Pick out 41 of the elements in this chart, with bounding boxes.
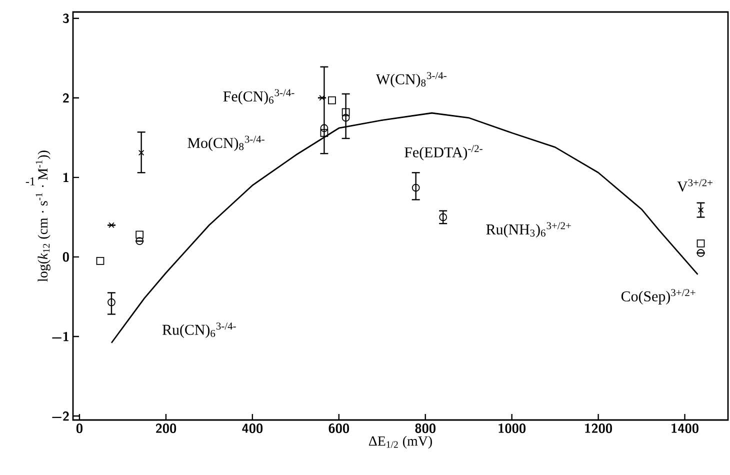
x-tick-label: 600: [328, 424, 349, 434]
x-tick-label: 200: [156, 424, 176, 434]
point: [328, 96, 336, 104]
y-tick-label: −1: [52, 332, 68, 342]
point: [698, 207, 704, 213]
point: [342, 108, 350, 116]
y-tick-label: 3: [62, 14, 69, 24]
x-tick-label: 1000: [498, 424, 526, 434]
annotation: V$^{3+/2+}$: [677, 179, 712, 192]
point: [412, 184, 420, 192]
y-tick-label: −2: [52, 411, 69, 421]
x-tick-label: 0: [76, 424, 82, 434]
annotation: Mo(CN)$_{8}$3-/4-: [188, 136, 264, 152]
point: [96, 256, 104, 265]
annotation: Co(Sep)$^{3+/2+}$: [621, 289, 696, 304]
x-tick-label: 1200: [585, 424, 612, 434]
annotation: Fe(EDTA)$^{-/2-}$: [404, 145, 482, 160]
text: -1: [26, 177, 35, 186]
point: [108, 298, 116, 306]
annotation: Ru(NH$_{3}$)$_{6}$3+/2+: [486, 222, 571, 238]
x-tick-label: 1400: [672, 424, 698, 434]
point: [320, 124, 328, 132]
point: [439, 213, 448, 222]
annotation: Fe(CN)$_{6}$3-/4-: [223, 89, 294, 105]
point: [342, 114, 350, 122]
y-tick-label: 0: [62, 252, 69, 262]
point: [696, 239, 705, 248]
point: [319, 94, 325, 101]
y-tick-label: 2: [62, 93, 69, 103]
point: [320, 128, 328, 137]
annotation: W(CN)$_{8}$3-/4-: [376, 72, 446, 88]
y-tick-label: 1: [63, 172, 68, 182]
point: [696, 249, 705, 257]
x-tick-label: 400: [242, 424, 263, 434]
point: [108, 222, 114, 228]
y-axis-title: log(k$_{12}$ (cm · s$^{-1}$ · M$^{-1}$)): [36, 150, 50, 282]
point: [136, 230, 144, 239]
x-tick-label: 800: [415, 424, 436, 434]
x-axis-title: ΔE$_{1/2}$ (mV): [368, 436, 432, 449]
point: [138, 150, 144, 156]
annotation: Ru(CN)$_{6}$3-/4-: [162, 322, 236, 338]
